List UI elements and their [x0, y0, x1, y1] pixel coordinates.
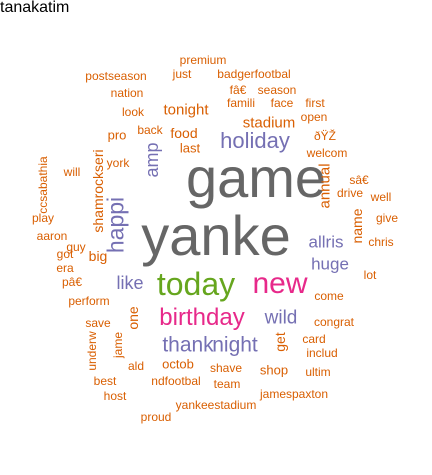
word: shave: [209, 361, 243, 375]
word: lot: [363, 268, 377, 282]
word: ndfootbal: [151, 374, 201, 388]
word: pâ€: [61, 275, 83, 289]
word: includ: [306, 346, 338, 360]
word: happi: [102, 196, 129, 254]
word: new: [252, 267, 308, 300]
word: thank: [162, 333, 214, 357]
word: shamrockseri: [90, 149, 106, 233]
word: amp: [142, 142, 162, 178]
word: aaron: [36, 229, 68, 243]
word: chris: [368, 235, 394, 249]
word: postseason: [85, 69, 147, 83]
word: back: [137, 123, 163, 137]
word: food: [170, 125, 198, 141]
word: holiday: [220, 128, 290, 153]
word: octob: [162, 356, 194, 372]
word: proud: [140, 410, 172, 424]
word: era: [56, 261, 74, 275]
word: like: [116, 273, 144, 293]
word: host: [103, 389, 127, 403]
word: ald: [127, 359, 145, 373]
word: first: [305, 96, 325, 110]
word: allris: [308, 232, 344, 252]
word: jamespaxton: [259, 387, 329, 401]
word: season: [257, 83, 297, 97]
word: big: [88, 248, 108, 264]
word: badgerfootbal: [217, 67, 291, 81]
word: last: [179, 140, 201, 156]
word: just: [172, 67, 192, 81]
word: stadium: [242, 114, 296, 132]
word: play: [31, 211, 55, 225]
word: nation: [110, 86, 144, 100]
word: jame: [111, 331, 125, 359]
word: ðŸŽ: [313, 129, 337, 143]
word: birthday: [159, 304, 245, 331]
word: tanakatim: [0, 0, 70, 16]
word: yankeestadium: [175, 398, 257, 412]
word: guy: [66, 240, 86, 254]
word: wild: [264, 307, 298, 329]
word: got: [56, 247, 74, 261]
word: famili: [226, 96, 256, 110]
word: come: [314, 289, 344, 303]
word: annual: [316, 163, 334, 209]
word: york: [106, 156, 130, 170]
word: ccsabathia: [36, 156, 50, 214]
word: well: [370, 190, 392, 204]
word: give: [375, 211, 399, 225]
word: pro: [107, 127, 127, 143]
word: underw: [85, 331, 99, 371]
word: premium: [179, 53, 227, 67]
word: yanke: [141, 204, 291, 267]
word: today: [156, 266, 236, 302]
word: best: [93, 374, 117, 388]
word: welcom: [306, 146, 348, 160]
word: drive: [336, 186, 364, 200]
word: night: [212, 333, 258, 357]
word: name: [349, 208, 365, 244]
word: will: [63, 165, 81, 179]
word: sâ€: [349, 173, 369, 187]
word: card: [302, 332, 326, 346]
word: open: [300, 110, 328, 124]
word: get: [272, 332, 288, 352]
word: perform: [68, 294, 110, 308]
word: save: [85, 316, 111, 330]
word: congrat: [313, 315, 355, 329]
word: shop: [259, 362, 289, 378]
word: team: [213, 377, 241, 391]
word: face: [270, 96, 294, 110]
word: one: [125, 306, 141, 330]
word: ultim: [305, 365, 331, 379]
word: huge: [311, 254, 349, 274]
word: look: [121, 105, 145, 119]
word: tonight: [163, 101, 209, 119]
word: fâ€: [229, 83, 247, 97]
word: game: [185, 146, 327, 209]
